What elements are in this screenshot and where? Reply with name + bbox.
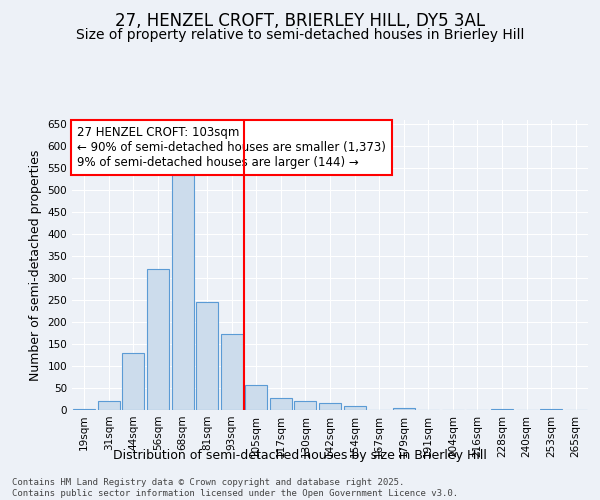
Bar [73,408,95,410]
Text: Contains HM Land Registry data © Crown copyright and database right 2025.
Contai: Contains HM Land Registry data © Crown c… [12,478,458,498]
Bar [122,353,145,410]
Bar [221,334,243,410]
Bar [270,398,292,410]
Bar [319,404,341,410]
Text: 27, HENZEL CROFT, BRIERLEY HILL, DY5 3AL: 27, HENZEL CROFT, BRIERLEY HILL, DY5 3AL [115,12,485,30]
Text: 27 HENZEL CROFT: 103sqm
← 90% of semi-detached houses are smaller (1,373)
9% of : 27 HENZEL CROFT: 103sqm ← 90% of semi-de… [77,126,386,169]
Text: Size of property relative to semi-detached houses in Brierley Hill: Size of property relative to semi-detach… [76,28,524,42]
Y-axis label: Number of semi-detached properties: Number of semi-detached properties [29,150,42,380]
Bar [344,406,365,410]
Bar [147,270,169,410]
Bar [245,385,268,410]
Bar [540,408,562,410]
Bar [196,302,218,410]
Bar [172,175,194,410]
Bar [98,401,120,410]
Bar [295,401,316,410]
Bar [491,408,513,410]
Bar [392,408,415,410]
Text: Distribution of semi-detached houses by size in Brierley Hill: Distribution of semi-detached houses by … [113,448,487,462]
